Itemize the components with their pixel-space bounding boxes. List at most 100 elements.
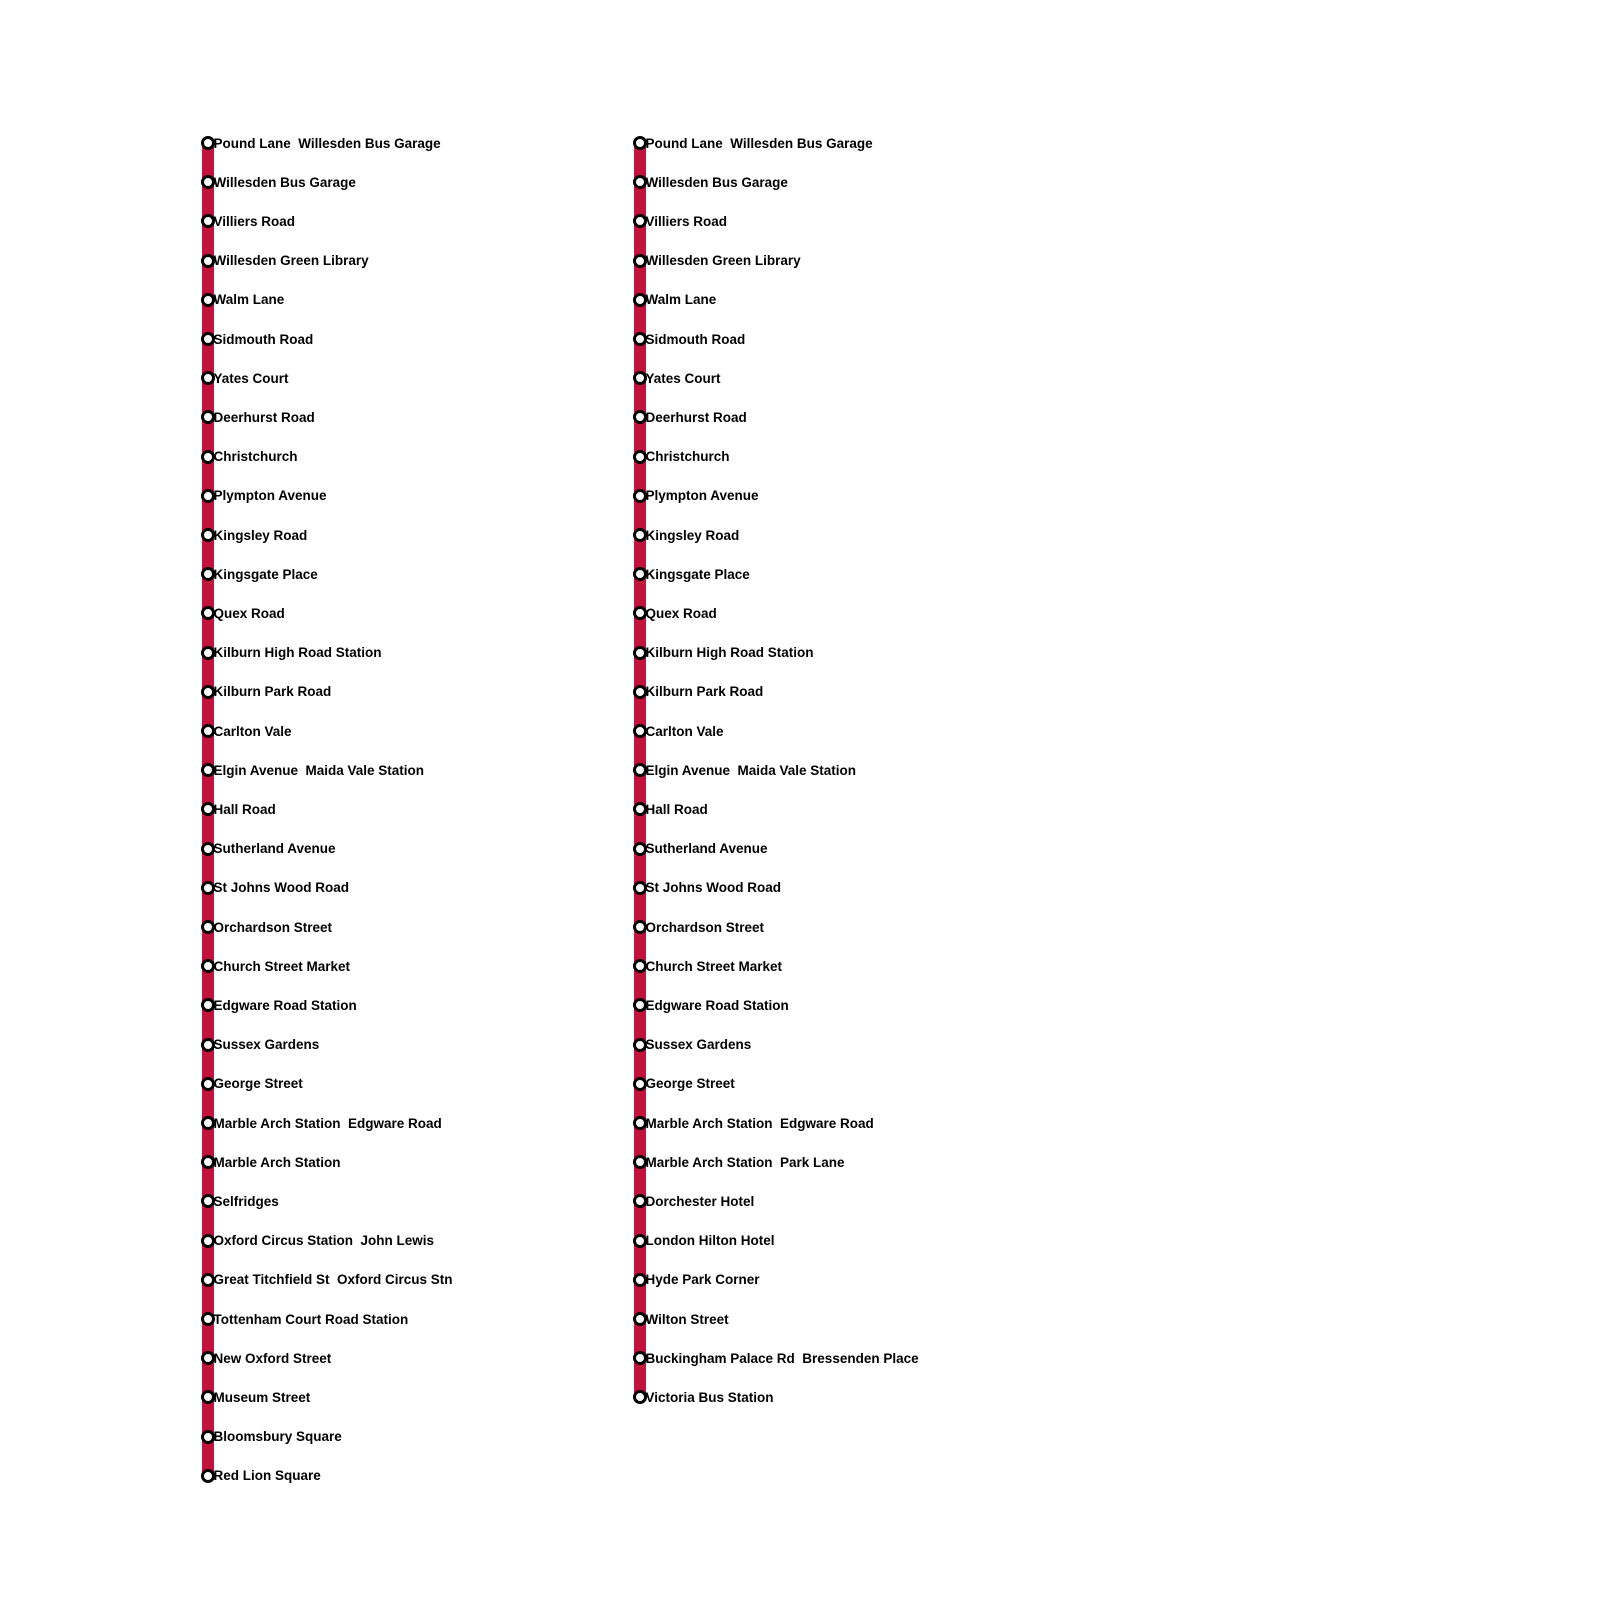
stop-label: Christchurch [645,449,730,465]
stop: Sutherland Avenue [632,839,768,859]
stop-label: Marble Arch Station [213,1154,341,1170]
stop-label: Plympton Avenue [645,488,759,504]
stop-marker-icon [632,1233,647,1248]
stop: Christchurch [200,447,298,467]
stop-label: Red Lion Square [213,1468,321,1484]
stop-label: Marble Arch Station Edgware Road [213,1115,442,1131]
stop: Kingsley Road [632,525,739,545]
stop: Yates Court [632,368,721,388]
stop-marker-icon [632,920,647,934]
stop-label: Orchardson Street [213,919,333,935]
stop-marker-icon [200,645,215,660]
stop-marker-icon [632,292,647,307]
stop-label: Sutherland Avenue [213,841,336,857]
stop-label: George Street [213,1076,303,1092]
stop-marker-icon [632,802,647,817]
stop: Orchardson Street [632,917,764,937]
stop: Walm Lane [632,290,716,310]
stop-marker-icon [200,175,215,190]
stop-label: Buckingham Palace Rd Bressenden Place [645,1350,919,1366]
stop-marker-icon [632,410,647,425]
stop-marker-icon [200,214,215,229]
stop-marker-icon [200,684,215,699]
stop-marker-icon [200,880,215,895]
stop-label: Carlton Vale [645,723,724,739]
stop-marker-icon [632,1076,647,1091]
stop: Carlton Vale [200,721,292,741]
stop: Pound Lane Willesden Bus Garage [200,133,441,153]
stop: George Street [632,1074,735,1094]
stop-marker-icon [200,1312,215,1326]
stop-label: Kingsgate Place [645,566,750,582]
stop-marker-icon [632,1312,647,1326]
stop-label: Museum Street [213,1389,311,1405]
stop-label: Willesden Green Library [645,253,801,269]
stop-label: George Street [645,1076,735,1092]
stop-marker-icon [632,998,647,1013]
stop-label: Yates Court [213,370,289,386]
stop-label: Carlton Vale [213,723,292,739]
stop: Kingsgate Place [200,564,318,584]
stop-marker-icon [632,567,647,582]
stop-label: Quex Road [213,605,285,621]
stop: Selfridges [200,1191,279,1211]
stop-marker-icon [632,1116,647,1130]
stop-marker-icon [200,488,215,503]
stop: Willesden Green Library [200,251,369,271]
stop-marker-icon [200,802,215,817]
stop: Bloomsbury Square [200,1427,342,1447]
stop-label: Deerhurst Road [213,409,315,425]
stop-marker-icon [632,1390,647,1405]
stop-label: Hall Road [213,801,276,817]
stop: Church Street Market [632,956,782,976]
stop: Wilton Street [632,1309,729,1329]
stop-marker-icon [632,606,647,621]
stop-marker-icon [200,567,215,582]
stop-marker-icon [632,684,647,699]
stop-marker-icon [200,1429,215,1444]
stop-marker-icon [200,841,215,856]
stop-marker-icon [632,332,647,346]
stop: Kingsley Road [200,525,307,545]
stop: Hall Road [200,799,276,819]
stop: Christchurch [632,447,730,467]
stop-marker-icon [200,253,215,268]
stop: Edgware Road Station [200,995,357,1015]
stop-label: Villiers Road [645,213,728,229]
stop: Kilburn High Road Station [200,643,382,663]
stop: Willesden Bus Garage [632,172,788,192]
stop-marker-icon [200,1351,215,1366]
stop: Quex Road [200,603,285,623]
stop-marker-icon [632,1272,647,1287]
stop-label: Sidmouth Road [645,331,746,347]
stop-marker-icon [200,528,215,542]
stop: Kingsgate Place [632,564,750,584]
stop: Walm Lane [200,290,284,310]
stop-marker-icon [200,1194,215,1209]
stop-marker-icon [632,880,647,895]
stop-label: Dorchester Hotel [645,1193,755,1209]
stop: Kilburn Park Road [632,682,763,702]
stop-marker-icon [200,920,215,934]
stop: Victoria Bus Station [632,1387,774,1407]
stop-label: Kilburn High Road Station [213,645,382,661]
stop-marker-icon [200,998,215,1013]
stop: Deerhurst Road [200,407,315,427]
stop-marker-icon [200,724,215,738]
stop-marker-icon [632,136,647,150]
stop-label: Willesden Bus Garage [645,174,788,190]
stop-label: Marble Arch Station Edgware Road [645,1115,874,1131]
stop-label: Deerhurst Road [645,409,747,425]
stop: Marble Arch Station Park Lane [632,1152,845,1172]
stop: Sidmouth Road [200,329,313,349]
stop-label: Quex Road [645,605,717,621]
stop: George Street [200,1074,303,1094]
stop: Sussex Gardens [632,1035,751,1055]
stop-marker-icon [200,763,215,778]
stop: Marble Arch Station Edgware Road [200,1113,442,1133]
stop: Willesden Green Library [632,251,801,271]
stop: Church Street Market [200,956,350,976]
stop-marker-icon [200,136,215,150]
stop-label: Yates Court [645,370,721,386]
stop: Yates Court [200,368,289,388]
